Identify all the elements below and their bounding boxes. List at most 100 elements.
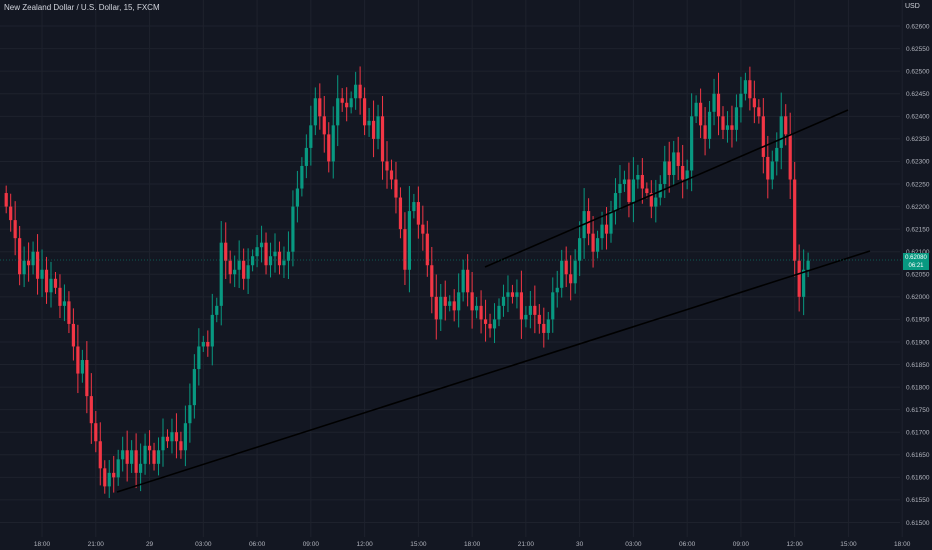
price-tick-label: 0.61800 xyxy=(906,384,930,391)
candle-down xyxy=(318,98,322,117)
candle-up xyxy=(121,450,125,460)
candle-up xyxy=(448,301,452,306)
time-tick-label: 18:00 xyxy=(34,541,51,548)
candle-down xyxy=(752,98,756,108)
candle-down xyxy=(533,305,537,315)
candle-down xyxy=(13,220,17,239)
candle-up xyxy=(22,260,26,275)
candle-down xyxy=(206,341,210,347)
candle-up xyxy=(210,314,214,347)
time-tick-label: 06:00 xyxy=(249,541,266,548)
candle-down xyxy=(681,165,685,180)
last-price-value: 0.62080 xyxy=(905,255,927,261)
candle-up xyxy=(725,125,730,130)
candle-up xyxy=(354,84,358,99)
candle-up xyxy=(636,174,640,180)
candle-down xyxy=(627,179,631,203)
candle-up xyxy=(560,260,564,288)
candle-up xyxy=(712,93,716,112)
candle-up xyxy=(618,184,622,194)
candle-down xyxy=(797,260,801,297)
candle-up xyxy=(215,305,219,315)
candle-up xyxy=(116,459,120,478)
candle-down xyxy=(345,102,349,108)
candle-down xyxy=(147,445,152,451)
candle-up xyxy=(246,265,250,279)
candle-down xyxy=(174,432,179,442)
price-tick-label: 0.61900 xyxy=(906,339,930,346)
candle-up xyxy=(139,463,143,473)
candle-up xyxy=(663,161,667,185)
candle-up xyxy=(259,242,264,248)
candle-down xyxy=(9,206,13,221)
time-tick-label: 21:00 xyxy=(88,541,105,548)
candle-up xyxy=(578,238,582,261)
price-tick-label: 0.62250 xyxy=(906,181,930,188)
candle-up xyxy=(336,98,340,126)
candle-up xyxy=(654,197,658,207)
price-tick-label: 0.61700 xyxy=(906,430,930,437)
candle-down xyxy=(604,224,609,234)
price-tick-label: 0.61600 xyxy=(906,475,930,482)
trendline-channel-top-left xyxy=(484,109,849,268)
candle-down xyxy=(58,287,62,306)
candle-up xyxy=(631,179,635,203)
price-tick-label: 0.62350 xyxy=(906,136,930,143)
candle-up xyxy=(268,256,273,266)
candle-up xyxy=(497,305,501,320)
price-tick-label: 0.61550 xyxy=(906,497,930,504)
price-tick-label: 0.62050 xyxy=(906,272,930,279)
candle-down xyxy=(716,93,721,117)
price-tick-label: 0.61650 xyxy=(906,452,930,459)
bar-countdown: 06:21 xyxy=(908,263,924,269)
candle-up xyxy=(739,93,743,108)
candle-down xyxy=(479,305,483,320)
candle-down xyxy=(103,468,107,487)
candle-up xyxy=(130,450,134,464)
candle-down xyxy=(569,274,573,284)
trendline-main-support xyxy=(116,250,871,493)
candle-down xyxy=(85,360,89,397)
candle-up xyxy=(300,165,304,189)
candle-down xyxy=(699,102,703,126)
candle-down xyxy=(466,269,470,293)
candle-up xyxy=(672,152,676,175)
candle-up xyxy=(475,305,479,311)
time-tick-label: 15:00 xyxy=(840,541,857,548)
candle-down xyxy=(89,396,93,424)
candle-down xyxy=(242,260,246,279)
candle-up xyxy=(694,102,698,117)
time-tick-label: 18:00 xyxy=(464,541,481,548)
candle-down xyxy=(416,202,420,225)
candle-up xyxy=(313,98,317,126)
time-axis[interactable]: 15:00 18:00 21:00 29 03:00 06:00 09:00 12:00 15:… xyxy=(0,541,911,548)
price-tick-label: 0.62150 xyxy=(906,226,930,233)
candle-down xyxy=(784,116,788,135)
candle-up xyxy=(376,116,380,139)
candle-down xyxy=(94,423,98,442)
candle-down xyxy=(371,120,376,139)
candle-up xyxy=(609,211,613,234)
candle-up xyxy=(743,80,747,94)
candle-down xyxy=(327,134,331,162)
candle-up xyxy=(734,107,739,130)
time-tick-label: 09:00 xyxy=(303,541,320,548)
price-axis[interactable]: 0.62600 0.62550 0.62500 0.62450 0.62400 0.623… xyxy=(906,23,930,526)
candle-down xyxy=(165,436,170,442)
candle-down xyxy=(125,450,129,464)
candle-up xyxy=(770,161,774,180)
candle-up xyxy=(779,116,783,148)
candle-down xyxy=(385,161,389,171)
candle-down xyxy=(277,251,282,266)
candle-down xyxy=(766,156,770,180)
time-tick-label: 09:00 xyxy=(733,541,750,548)
price-tick-label: 0.62200 xyxy=(906,204,930,211)
candle-up xyxy=(197,346,201,370)
candle-up xyxy=(515,292,519,297)
candle-down xyxy=(730,125,734,130)
trendlines xyxy=(116,109,871,493)
candle-up xyxy=(613,193,618,212)
price-tick-label: 0.62500 xyxy=(906,68,930,75)
candle-up xyxy=(295,188,299,207)
